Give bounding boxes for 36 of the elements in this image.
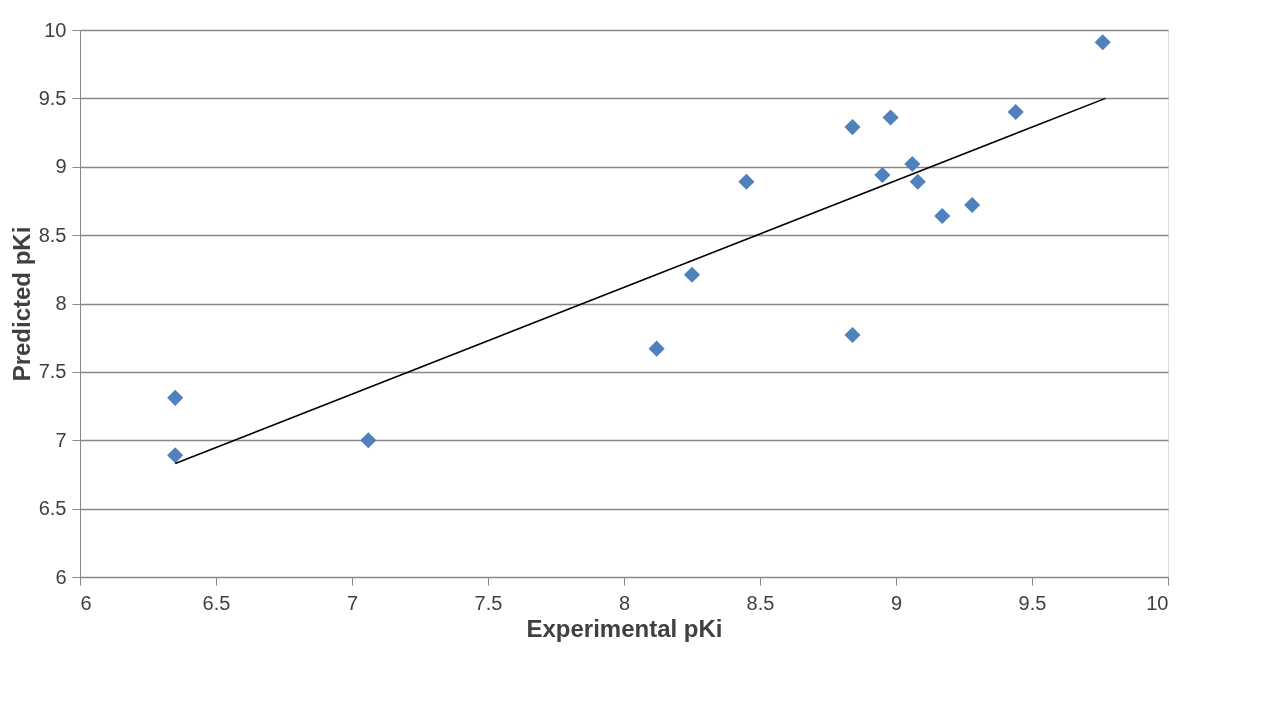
point: [648, 340, 665, 357]
y-tick-label: 8.5: [38, 223, 67, 246]
point: [167, 389, 184, 406]
x-tick-label: 10: [1146, 591, 1169, 614]
point: [683, 266, 701, 283]
x-tick-label: 6.5: [202, 591, 231, 614]
y-tick-label: 7.5: [38, 360, 67, 383]
y-tick-label: 7: [55, 428, 67, 451]
y-tick-label: 8: [55, 292, 67, 314]
point: [909, 173, 926, 190]
x-tick-label: 6: [80, 591, 92, 614]
point: [904, 155, 921, 173]
x-tick-label: 7.5: [474, 591, 503, 614]
point: [1094, 34, 1111, 51]
y-tick-label: 10: [44, 18, 67, 41]
x-tick-label: 7: [346, 591, 359, 614]
x-axis-title: Experimental pKi: [526, 614, 723, 642]
y-tick-label: 6.5: [38, 497, 67, 520]
point: [874, 166, 891, 184]
point: [934, 207, 951, 225]
x-tick-label: 9: [890, 591, 903, 614]
y-tick-label: 6: [55, 565, 67, 588]
y-tick-label: 9.5: [38, 86, 67, 109]
y-tick-label: 9: [55, 155, 67, 178]
point: [1007, 103, 1024, 121]
y-axis-title: Predicted pKi: [7, 226, 35, 382]
point: [360, 432, 377, 449]
point: [964, 196, 981, 214]
point: [738, 173, 755, 190]
point: [844, 119, 861, 136]
point: [844, 326, 861, 344]
x-tick-label: 8.5: [746, 591, 775, 614]
point: [167, 447, 184, 464]
point: [882, 109, 899, 126]
x-tick-label: 9.5: [1018, 591, 1047, 614]
x-tick-label: 8: [618, 591, 631, 614]
